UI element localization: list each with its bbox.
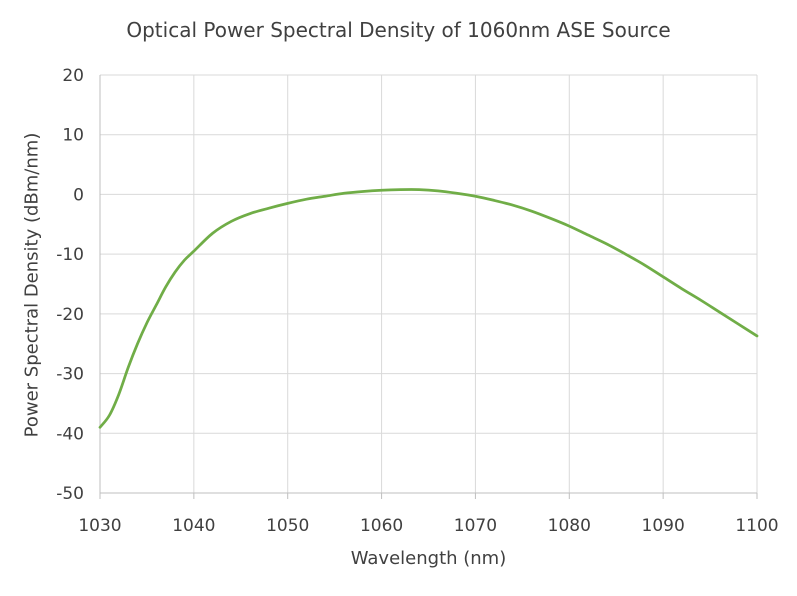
y-tick-label: -40 bbox=[56, 424, 84, 444]
series-line bbox=[98, 188, 759, 429]
x-tick-label: 1090 bbox=[642, 516, 685, 536]
x-tick-label: 1070 bbox=[454, 516, 497, 536]
y-tick-label: 10 bbox=[62, 126, 84, 146]
x-tick-label: 1040 bbox=[172, 516, 215, 536]
y-tick-label: -50 bbox=[56, 484, 84, 504]
chart-title: Optical Power Spectral Density of 1060nm… bbox=[126, 18, 671, 42]
y-tick-label: -30 bbox=[56, 365, 84, 385]
x-tick-label: 1050 bbox=[266, 516, 309, 536]
x-axis-label: Wavelength (nm) bbox=[350, 548, 507, 569]
y-tick-label: 0 bbox=[73, 185, 84, 205]
x-tick-label: 1100 bbox=[735, 516, 778, 536]
y-tick-label: 20 bbox=[62, 66, 84, 86]
y-tick-label: -10 bbox=[56, 245, 84, 265]
x-tick-label: 1030 bbox=[78, 516, 121, 536]
x-tick-label: 1080 bbox=[548, 516, 591, 536]
y-tick-label: -20 bbox=[56, 305, 84, 325]
x-tick-label: 1060 bbox=[360, 516, 403, 536]
